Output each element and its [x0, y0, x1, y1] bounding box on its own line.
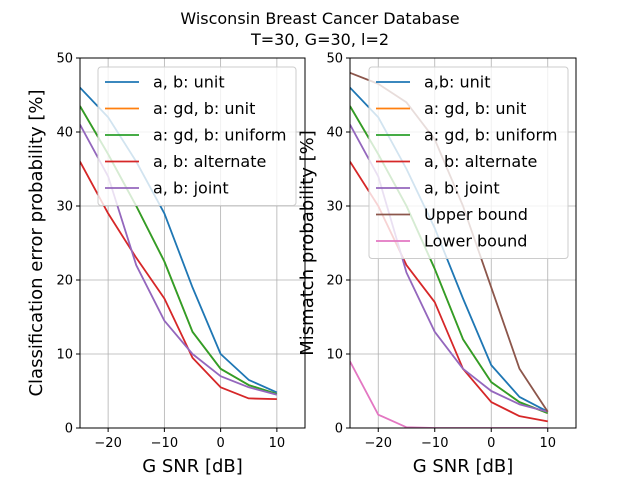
legend-label: a: gd, b: unit	[424, 99, 526, 118]
figure-title-line-2: T=30, G=30, l=2	[250, 30, 389, 49]
y-tick-label: 10	[56, 348, 73, 363]
y-axis-label: Mismatch probability [%]	[297, 130, 318, 355]
legend-label: a: gd, b: uniform	[153, 126, 286, 145]
legend-box	[368, 66, 569, 259]
chart-classification-error: −20 −10 0 10 0 10 20 30 40 50 G SNR [dB] Classifica…	[26, 52, 306, 477]
x-tick-label: 0	[216, 436, 224, 451]
axes-frame	[79, 57, 306, 429]
legend-label: a, b: alternate	[424, 152, 537, 171]
x-axis-label: G SNR [dB]	[413, 456, 514, 477]
y-tick-label: 20	[326, 274, 343, 289]
x-tick-label: 10	[269, 436, 286, 451]
legend-label: a, b: joint	[153, 179, 229, 198]
y-axis-label: Classification error probability [%]	[26, 89, 47, 396]
x-tick-label: −10	[151, 436, 178, 451]
x-axis-label: G SNR [dB]	[142, 456, 243, 477]
y-tick-label: 30	[56, 200, 73, 215]
legend-label: a, b: unit	[153, 73, 225, 92]
legend-label: Upper bound	[424, 205, 528, 224]
legend-label: a, b: joint	[424, 179, 500, 198]
legend-label: a: gd, b: uniform	[424, 126, 557, 145]
chart-mismatch-probability: −20 −10 0 10 0 10 20 30 40 50 G SNR [dB] Mismatch p…	[297, 52, 577, 477]
axes-frame	[349, 57, 577, 429]
legend-label: Lower bound	[424, 232, 527, 251]
x-tick-label: −20	[365, 436, 392, 451]
series-line-6	[350, 360, 548, 428]
y-tick-label: 10	[326, 348, 343, 363]
legend-label: a, b: alternate	[153, 152, 266, 171]
series-line-3	[80, 161, 277, 401]
y-tick-label: 50	[326, 52, 343, 67]
y-tick-label: 40	[56, 126, 73, 141]
x-tick-label: −10	[421, 436, 448, 451]
figure-title-line-1: Wisconsin Breast Cancer Database	[180, 9, 459, 28]
legend-label: a: gd, b: unit	[153, 99, 255, 118]
legend-label: a,b: unit	[424, 73, 491, 92]
y-tick-label: 50	[56, 52, 73, 67]
x-tick-label: −20	[94, 436, 121, 451]
y-tick-label: 20	[56, 274, 73, 289]
y-tick-label: 0	[65, 422, 73, 437]
legend-box	[97, 66, 297, 206]
y-tick-label: 30	[326, 200, 343, 215]
x-tick-label: 10	[539, 436, 556, 451]
y-tick-label: 0	[335, 422, 343, 437]
x-tick-label: 0	[487, 436, 495, 451]
y-tick-label: 40	[326, 126, 343, 141]
